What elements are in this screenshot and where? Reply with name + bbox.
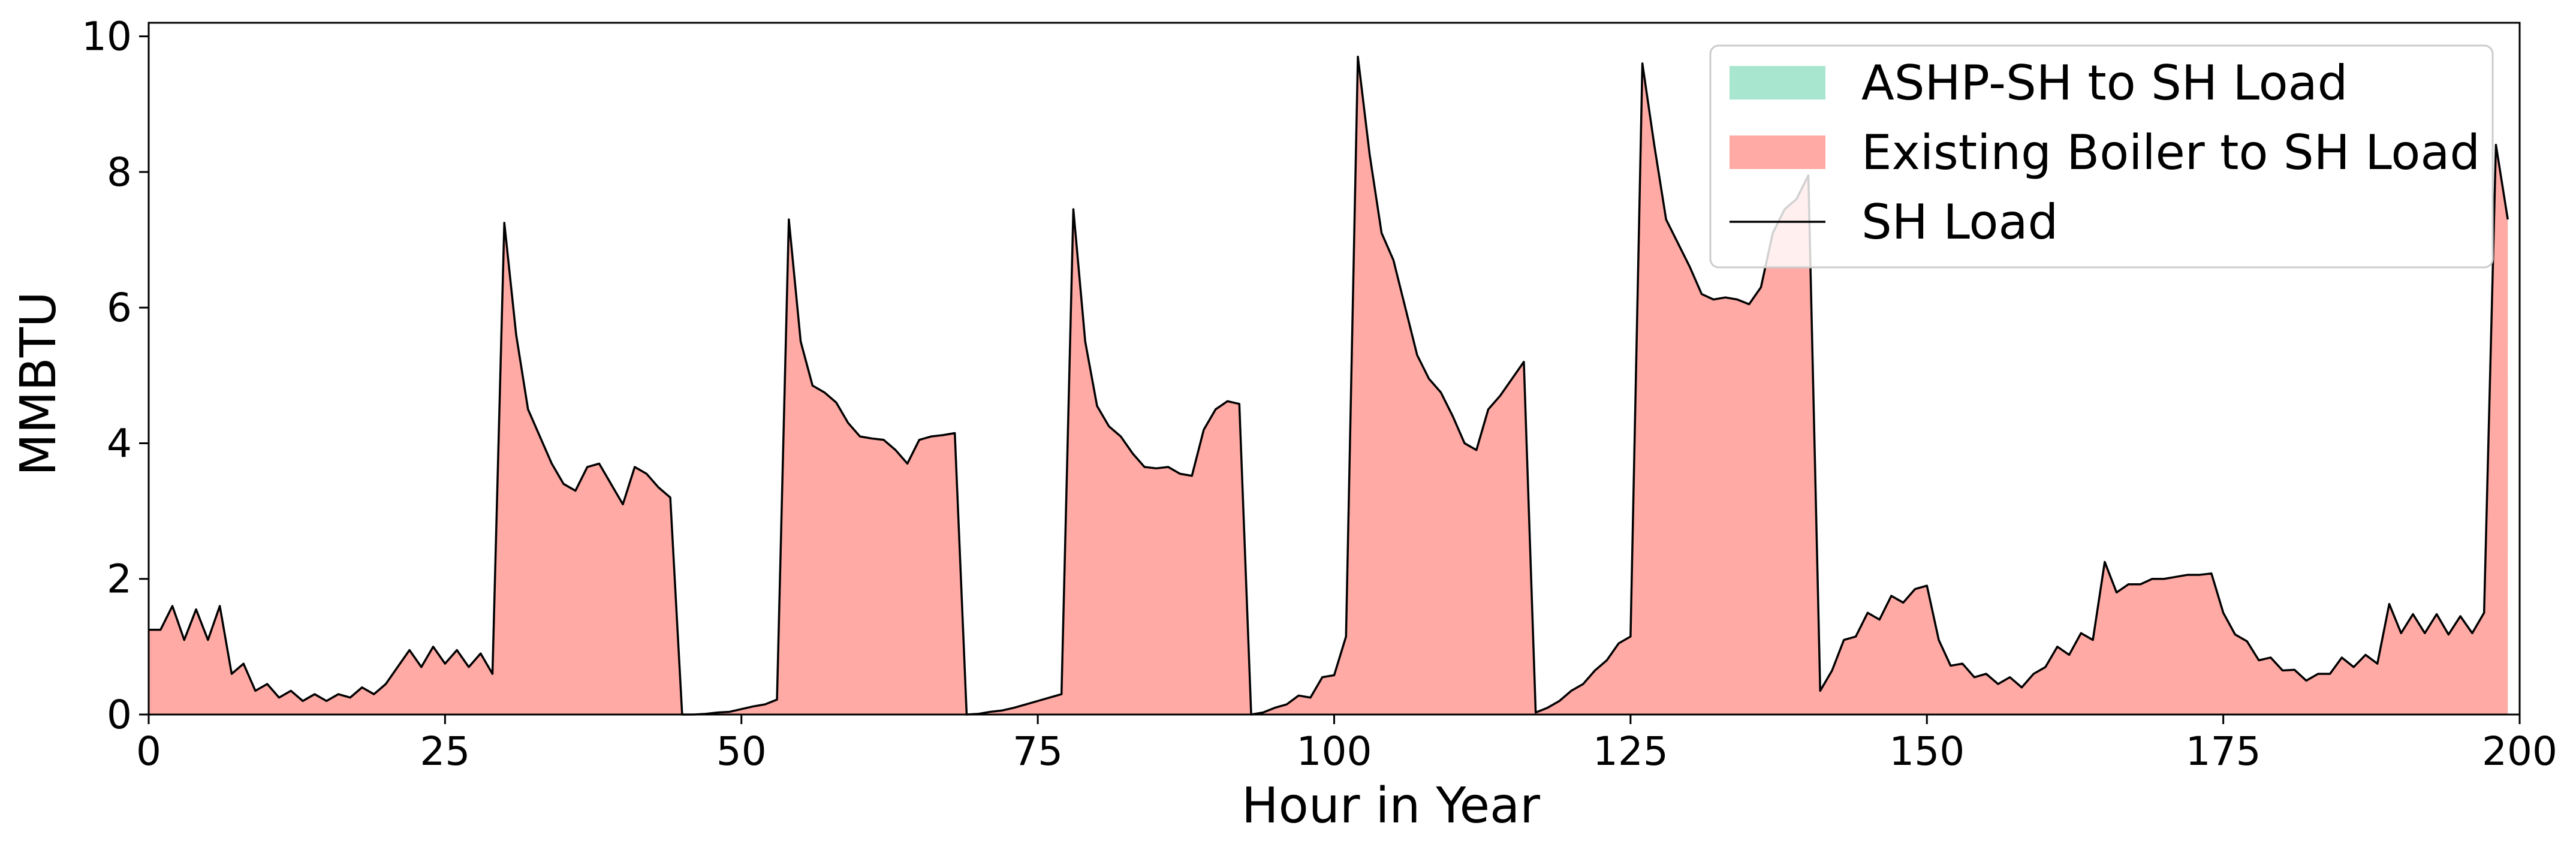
y-tick-label: 8 [107, 149, 132, 195]
legend-swatch-area [1730, 135, 1825, 169]
x-tick-label: 25 [420, 728, 470, 774]
legend-box [1709, 44, 2494, 269]
x-tick-label: 0 [136, 728, 161, 774]
x-tick-label: 50 [716, 728, 767, 774]
x-axis-label: Hour in Year [1242, 777, 1540, 834]
y-tick-label: 4 [107, 420, 132, 466]
plot-area [149, 55, 2509, 716]
y-tick-label: 2 [107, 556, 132, 602]
x-tick-label: 125 [1593, 728, 1668, 774]
sh-load-line [149, 55, 2509, 716]
legend-swatch-area [1730, 66, 1825, 100]
x-tick-label: 75 [1013, 728, 1063, 774]
y-tick-label: 6 [107, 285, 132, 331]
legend-label: SH Load [1861, 194, 2058, 250]
x-tick-label: 200 [2482, 728, 2557, 774]
y-axis-label: MMBTU [10, 291, 67, 476]
axes: 0 25 50 75 100 125 150 175 200 0 2 4 6 8 10 [82, 14, 2557, 774]
y-tick-label: 10 [82, 14, 132, 60]
legend-label: Existing Boiler to SH Load [1861, 125, 2480, 180]
x-tick-label: 175 [2186, 728, 2261, 774]
y-tick-label: 0 [107, 692, 132, 738]
legend-label: ASHP-SH to SH Load [1861, 55, 2348, 111]
x-tick-label: 100 [1297, 728, 1372, 774]
legend: ASHP-SH to SH Load Existing Boiler to SH … [1709, 44, 2494, 269]
x-tick-label: 150 [1889, 728, 1965, 774]
